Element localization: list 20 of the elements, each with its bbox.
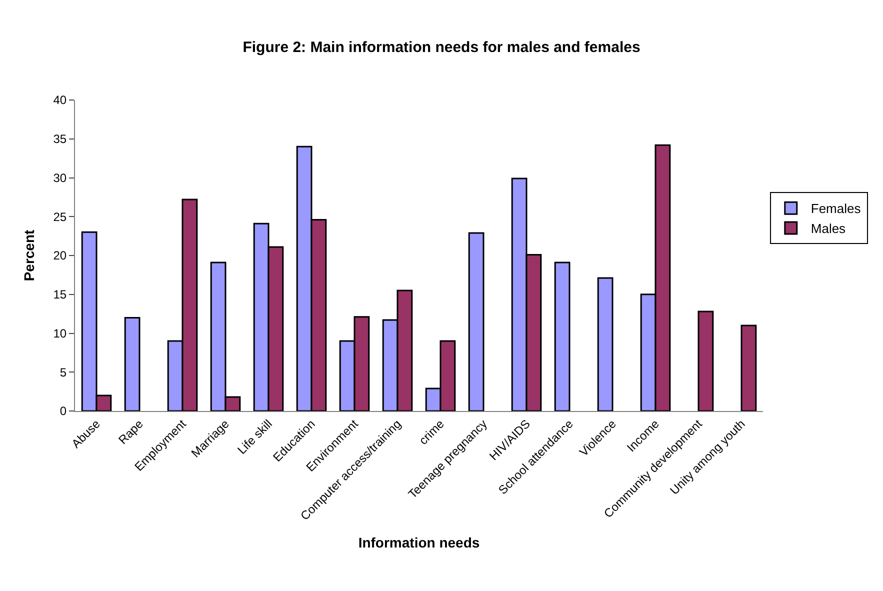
- y-tick-label: 40: [53, 93, 67, 108]
- y-tick-label: 10: [53, 326, 67, 340]
- legend-label: Males: [810, 221, 846, 236]
- y-tick-label: 30: [53, 170, 67, 185]
- bar: [597, 277, 614, 411]
- bar: [740, 324, 757, 411]
- legend-label: Females: [810, 201, 862, 216]
- chart-title: Figure 2: Main information needs for males and females: [242, 38, 640, 56]
- y-tick-label: 25: [53, 210, 67, 224]
- bar: [554, 262, 570, 411]
- y-tick-label: 0: [60, 404, 67, 418]
- y-tick-label: 20: [53, 248, 67, 263]
- y-axis-title: Percent: [20, 229, 37, 282]
- bar: [124, 316, 140, 411]
- y-tick-label: 15: [53, 288, 67, 302]
- y-tick-label: 5: [60, 365, 67, 380]
- bar: [698, 310, 714, 411]
- y-tick-label: 35: [53, 132, 67, 146]
- bar: [468, 232, 484, 411]
- x-axis-title: Information needs: [358, 534, 480, 550]
